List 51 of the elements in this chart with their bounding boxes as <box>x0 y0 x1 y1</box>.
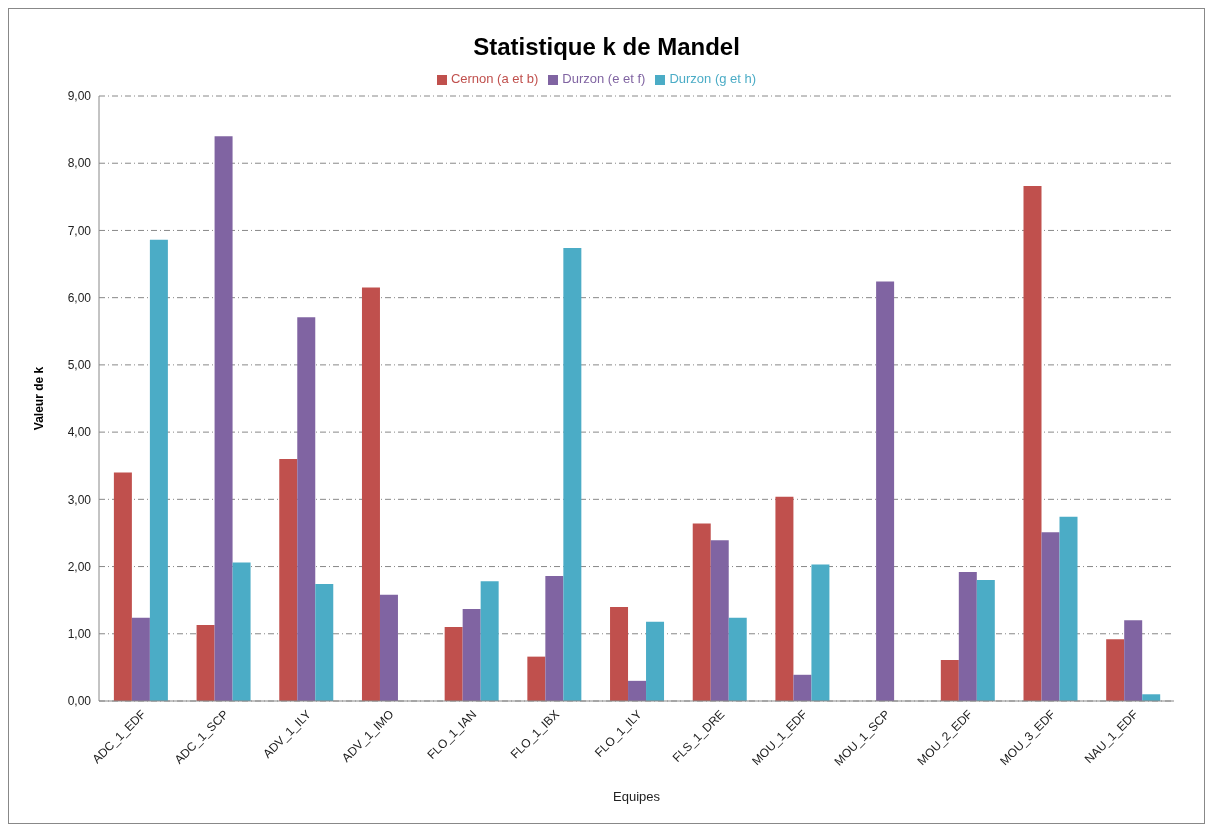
bar <box>1059 516 1078 701</box>
bar <box>940 659 959 701</box>
bar <box>196 625 215 701</box>
bar <box>361 287 380 701</box>
chart-title: Statistique k de Mandel <box>472 33 741 61</box>
bar <box>728 617 747 701</box>
y-tick-label: 1,00 <box>67 627 92 642</box>
y-tick-label: 2,00 <box>67 559 92 574</box>
bar <box>1023 186 1042 701</box>
bar <box>1124 620 1143 701</box>
bar <box>1041 532 1060 701</box>
bar <box>527 656 546 701</box>
y-tick-label: 0,00 <box>67 694 92 709</box>
bar <box>628 680 647 701</box>
bar <box>646 621 665 701</box>
bar <box>214 136 233 701</box>
bar <box>976 580 995 701</box>
y-tick-label: 8,00 <box>67 156 92 171</box>
bar <box>610 606 629 701</box>
bar <box>775 496 794 701</box>
bar <box>876 281 895 701</box>
bar <box>692 523 711 701</box>
bar <box>462 608 481 701</box>
y-tick-label: 9,00 <box>67 89 92 104</box>
bar <box>480 581 499 701</box>
bar <box>811 564 830 701</box>
legend-label: Cernon (a et b) <box>450 71 539 86</box>
y-tick-label: 7,00 <box>67 223 92 238</box>
bar <box>958 571 977 701</box>
bar <box>379 594 398 701</box>
bar <box>297 317 316 701</box>
bar <box>444 627 463 701</box>
y-tick-label: 5,00 <box>67 358 92 373</box>
bar <box>545 575 564 701</box>
bar <box>113 472 132 701</box>
bar <box>1106 639 1125 701</box>
y-tick-label: 4,00 <box>67 425 92 440</box>
legend-label: Durzon (g et h) <box>669 71 757 86</box>
bar <box>710 540 729 701</box>
bar <box>131 617 150 701</box>
bar <box>315 584 334 701</box>
y-tick-label: 3,00 <box>67 492 92 507</box>
bar <box>149 239 168 701</box>
bar <box>279 459 298 701</box>
y-axis-title: Valeur de k <box>32 366 47 431</box>
legend-label: Durzon (e et f) <box>562 71 646 86</box>
bar <box>793 674 812 701</box>
x-axis-title: Equipes <box>613 789 661 804</box>
bar <box>232 562 251 701</box>
y-tick-label: 6,00 <box>67 290 92 305</box>
bar <box>563 247 582 701</box>
